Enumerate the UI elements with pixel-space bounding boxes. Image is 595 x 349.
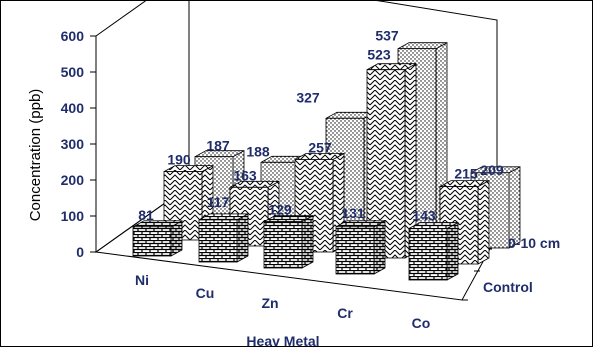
data-label: 327	[296, 89, 320, 105]
bar-front	[198, 219, 238, 263]
y-tick-label: 300	[61, 136, 85, 152]
x-tick-label: Zn	[261, 295, 278, 311]
data-label: 163	[233, 167, 257, 183]
bar-front	[408, 228, 448, 281]
y-axis-title: Concentration (ppb)	[27, 89, 44, 222]
data-label: 129	[268, 202, 292, 218]
bar-front	[132, 226, 172, 257]
data-label: 143	[412, 208, 436, 224]
data-label: 187	[206, 138, 230, 154]
bar-side	[236, 213, 249, 263]
data-label: 190	[167, 152, 191, 168]
y-tick-label: 200	[61, 172, 85, 188]
x-axis-title: Heav Metal	[246, 333, 319, 349]
bar-front	[335, 226, 375, 275]
data-label: 81	[138, 207, 154, 223]
bar-side	[446, 221, 459, 281]
bar-side	[477, 179, 490, 265]
bar-side	[301, 214, 314, 269]
bar	[439, 179, 490, 265]
data-label: 257	[308, 139, 332, 155]
depth-label: 0-10 cm	[508, 235, 560, 251]
bar-front	[263, 221, 303, 269]
data-label: 215	[454, 166, 478, 182]
data-label: 523	[367, 47, 391, 63]
data-label: 537	[375, 28, 399, 44]
data-label: 188	[246, 143, 270, 159]
y-tick-label: 100	[61, 208, 85, 224]
depth-label: Control	[483, 279, 533, 295]
x-tick-label: Ni	[135, 272, 149, 288]
bar-side	[373, 220, 386, 275]
y-tick-label: 400	[61, 100, 85, 116]
bar	[263, 214, 314, 269]
y-tick-label: 500	[61, 64, 85, 80]
bar	[408, 221, 459, 281]
data-label: 131	[341, 205, 365, 221]
y-tick-label: 600	[61, 28, 85, 44]
bar	[198, 213, 249, 263]
data-label: 117	[207, 194, 230, 210]
x-tick-label: Co	[412, 315, 431, 331]
y-tick-label: 0	[76, 244, 84, 260]
x-tick-label: Cr	[337, 305, 353, 321]
bar	[132, 220, 183, 257]
x-tick-label: Cu	[196, 285, 215, 301]
data-label: 209	[480, 162, 504, 178]
bar	[335, 220, 386, 275]
